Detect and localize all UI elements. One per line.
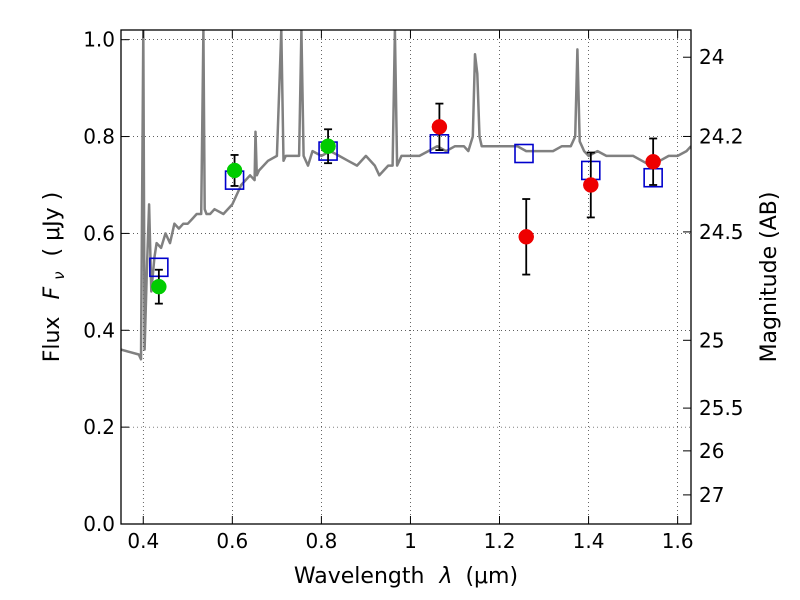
y-tick-label: 0.6 <box>83 221 115 245</box>
green-data-point <box>320 138 336 154</box>
spectrum-line <box>121 30 691 361</box>
y-tick-label: 0.2 <box>83 415 115 439</box>
x-axis-label: Wavelength λ (μm) <box>294 564 518 589</box>
green-data-point <box>151 278 167 295</box>
y-axis-label-symbol: F <box>40 286 65 299</box>
x-tick-label: 1 <box>404 529 417 553</box>
y2-tick-label: 24 <box>699 45 724 69</box>
y2-tick-label: 27 <box>699 483 724 507</box>
y-tick-label: 1.0 <box>83 28 115 52</box>
green-data-point <box>226 162 243 179</box>
red-data-point <box>518 229 534 245</box>
ticks: 0.4 0.6 0.8 1 1.2 1.4 1.6 0.0 0.2 0.4 0.6 0.8 1.0 24 2… <box>83 28 743 553</box>
y-tick-label: 0.0 <box>83 512 115 536</box>
y-axis-label-unit: ( μJy ) <box>40 192 65 257</box>
x-axis-label-symbol: λ <box>438 564 452 589</box>
grid <box>121 30 691 525</box>
y2-tick-label: 24.2 <box>699 124 744 148</box>
x-tick-label: 1.6 <box>662 529 694 553</box>
y-tick-label: 0.8 <box>83 125 115 149</box>
y2-tick-label: 25.5 <box>699 396 744 420</box>
red-data-point <box>645 153 661 170</box>
x-tick-label: 0.8 <box>305 529 337 553</box>
y2-tick-label: 26 <box>699 439 724 463</box>
red-data-point <box>583 177 599 193</box>
y2-tick-label: 25 <box>699 328 724 352</box>
model-square-marker <box>514 143 534 164</box>
markers-layer <box>149 102 663 305</box>
x-axis-label-prefix: Wavelength <box>294 564 425 589</box>
plot-area <box>121 30 691 361</box>
y2-tick-label: 24.5 <box>699 220 744 244</box>
x-tick-label: 1.4 <box>573 529 605 553</box>
series-layer <box>121 30 691 361</box>
y2-axis-label: Magnitude (AB) <box>757 192 782 363</box>
y-tick-label: 0.4 <box>83 318 115 342</box>
x-axis-label-unit: (μm) <box>465 564 518 589</box>
plot-frame <box>120 29 692 525</box>
x-tick-label: 0.6 <box>216 529 248 553</box>
y-axis-label: Flux F ν ( μJy ) <box>40 192 70 362</box>
y-axis-label-prefix: Flux <box>40 316 65 362</box>
y-axis-label-sub: ν <box>50 271 68 279</box>
red-data-point <box>431 119 448 135</box>
x-tick-label: 1.2 <box>484 529 516 553</box>
x-tick-label: 0.4 <box>127 529 159 553</box>
